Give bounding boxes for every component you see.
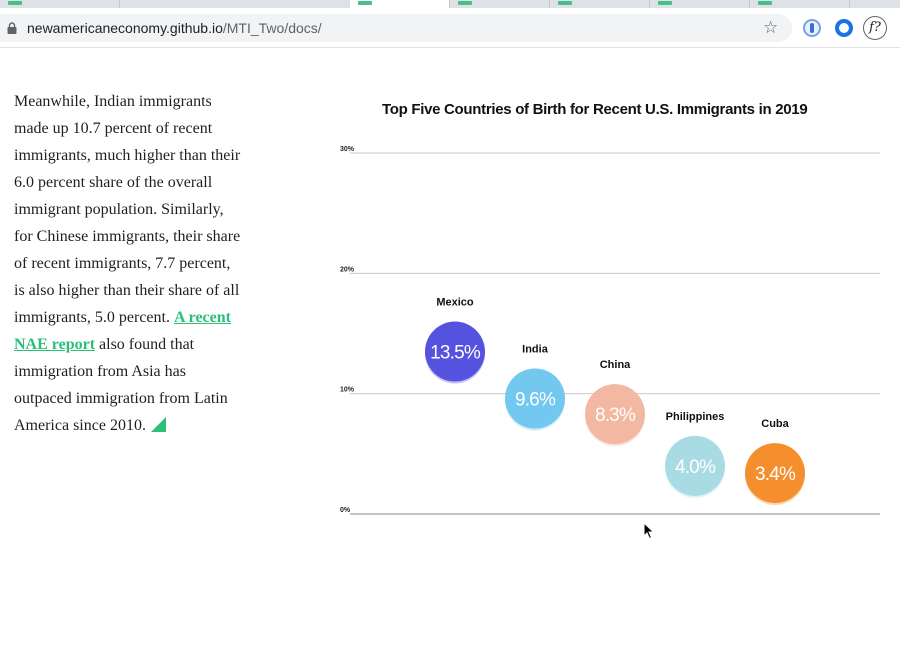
article-text-segment: also found that bbox=[95, 336, 195, 353]
browser-tab[interactable] bbox=[650, 0, 750, 8]
article-line: immigrants, much higher than their bbox=[14, 147, 241, 164]
data-bubble bbox=[665, 435, 725, 496]
browser-tab-active[interactable] bbox=[350, 0, 450, 8]
extension-icon[interactable] bbox=[803, 19, 821, 37]
corner-triangle-icon bbox=[150, 417, 166, 432]
data-bubble bbox=[505, 368, 565, 429]
browser-toolbar: newamericaneconomy.github.io/MTI_Two/doc… bbox=[0, 8, 900, 48]
y-tick-label: 10% bbox=[340, 387, 355, 394]
nae-report-link[interactable]: A recent bbox=[173, 309, 231, 326]
data-bubble bbox=[585, 384, 645, 445]
article-line: for Chinese immigrants, their share bbox=[14, 228, 241, 245]
address-bar[interactable]: newamericaneconomy.github.io/MTI_Two/doc… bbox=[0, 14, 792, 42]
lock-icon bbox=[7, 22, 17, 34]
country-label: Philippines bbox=[666, 411, 725, 423]
browser-tab[interactable] bbox=[550, 0, 650, 8]
article-line: immigrants, 5.0 percent. A recent bbox=[14, 304, 286, 331]
value-label: 13.5% bbox=[430, 343, 481, 364]
country-label: Cuba bbox=[761, 418, 789, 430]
country-label: India bbox=[522, 343, 549, 355]
bookmark-star-icon[interactable]: ☆ bbox=[763, 18, 779, 37]
value-label: 3.4% bbox=[755, 464, 796, 485]
y-tick-label: 0% bbox=[340, 507, 351, 514]
article-line: outpaced immigration from Latin bbox=[14, 390, 228, 407]
y-tick-label: 30% bbox=[340, 146, 355, 153]
mouse-cursor-icon bbox=[643, 522, 655, 540]
article-line: of recent immigrants, 7.7 percent, bbox=[14, 255, 231, 272]
bubble-chart: 0% 10% 20% 30% Mexico 13.5% India 9.6% China 8.3%… bbox=[340, 146, 880, 515]
browser-tab[interactable] bbox=[450, 0, 550, 8]
url-text[interactable]: newamericaneconomy.github.io/MTI_Two/doc… bbox=[27, 20, 322, 36]
value-label: 8.3% bbox=[595, 405, 636, 426]
value-label: 4.0% bbox=[675, 457, 716, 478]
country-label: Mexico bbox=[436, 297, 474, 309]
url-host: newamericaneconomy.github.io bbox=[27, 20, 223, 36]
article-text-segment: America since 2010. bbox=[14, 417, 146, 434]
nae-report-link[interactable]: NAE report bbox=[14, 336, 96, 353]
article-line: NAE report also found that bbox=[14, 331, 286, 358]
tab-strip bbox=[0, 0, 900, 8]
browser-tab[interactable] bbox=[750, 0, 850, 8]
chart-title: Top Five Countries of Birth for Recent U… bbox=[382, 101, 808, 118]
article-line: 6.0 percent share of the overall bbox=[14, 174, 213, 191]
article-text: Meanwhile, Indian immigrants made up 10.… bbox=[14, 88, 286, 439]
article-line: immigration from Asia has bbox=[14, 363, 186, 380]
url-path: /MTI_Two/docs/ bbox=[222, 20, 322, 36]
article-line: Meanwhile, Indian immigrants bbox=[14, 93, 212, 110]
country-label: China bbox=[600, 359, 631, 371]
extension-icon[interactable] bbox=[835, 19, 853, 37]
data-bubble bbox=[745, 443, 805, 504]
article-line: immigrant population. Similarly, bbox=[14, 201, 224, 218]
article-line: made up 10.7 percent of recent bbox=[14, 120, 213, 137]
article-line: America since 2010. bbox=[14, 412, 286, 439]
browser-tab[interactable] bbox=[0, 0, 120, 8]
value-label: 9.6% bbox=[515, 389, 556, 410]
article-text-segment: immigrants, 5.0 percent. bbox=[14, 309, 174, 326]
y-tick-label: 20% bbox=[340, 266, 355, 273]
article-line: is also higher than their share of all bbox=[14, 282, 240, 299]
extension-icon[interactable]: f? bbox=[863, 16, 887, 40]
data-bubble bbox=[425, 321, 485, 382]
